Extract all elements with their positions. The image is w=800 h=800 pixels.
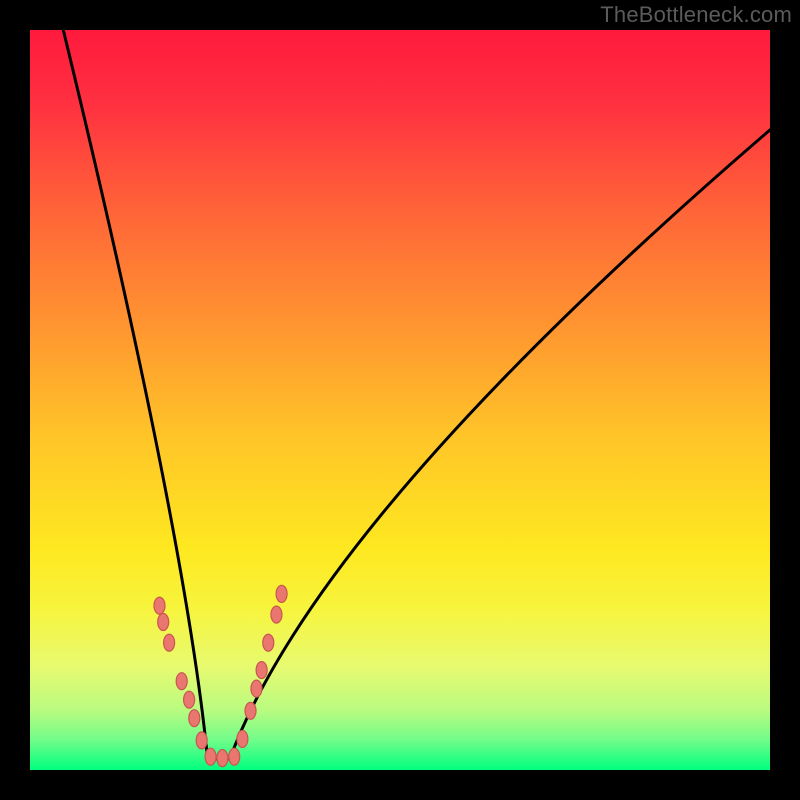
data-marker: [256, 662, 267, 679]
data-marker: [189, 710, 200, 727]
watermark-text: TheBottleneck.com: [600, 2, 792, 28]
data-marker: [205, 748, 216, 765]
data-marker: [176, 673, 187, 690]
data-marker: [245, 702, 256, 719]
data-marker: [164, 634, 175, 651]
data-marker: [154, 597, 165, 614]
data-marker: [229, 748, 240, 765]
data-marker: [276, 585, 287, 602]
data-marker: [237, 730, 248, 747]
data-marker: [263, 634, 274, 651]
data-marker: [271, 606, 282, 623]
data-marker: [196, 732, 207, 749]
gradient-background: [30, 30, 770, 770]
chart-container: TheBottleneck.com: [0, 0, 800, 800]
plot-svg: [0, 0, 800, 800]
data-marker: [158, 614, 169, 631]
data-marker: [251, 680, 262, 697]
data-marker: [217, 750, 228, 767]
data-marker: [184, 691, 195, 708]
